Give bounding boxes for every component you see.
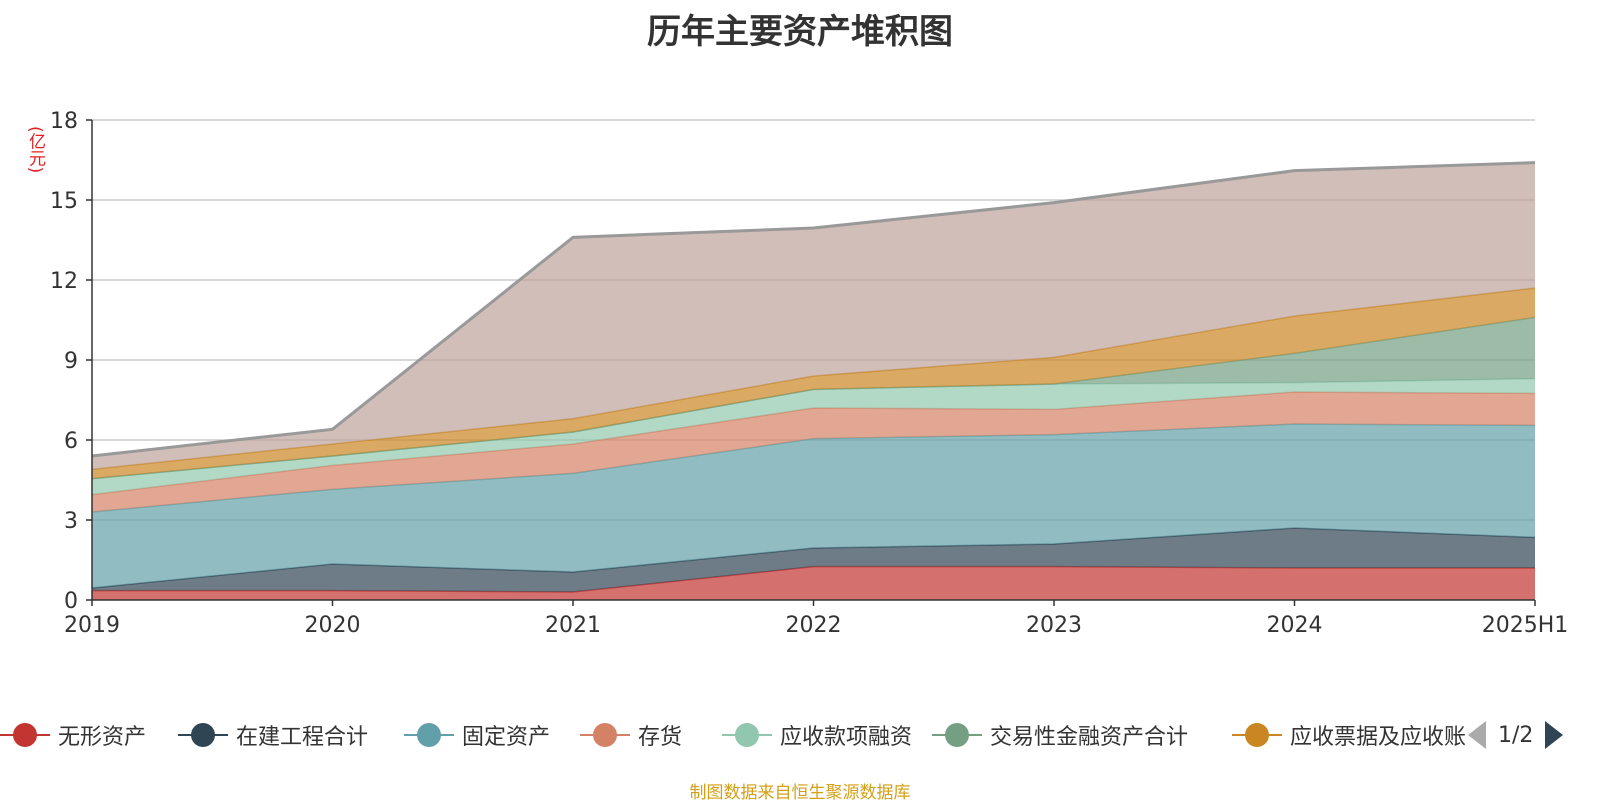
legend-item[interactable]: 在建工程合计: [178, 715, 368, 755]
legend-prev-arrow-icon[interactable]: [1468, 721, 1486, 749]
legend-marker-icon: [722, 722, 772, 748]
legend-label: 存货: [638, 725, 683, 750]
y-tick-label: 0: [64, 589, 78, 614]
x-tick-label: 2022: [786, 613, 842, 638]
series-line-7: [91, 161, 1536, 458]
y-axis-unit: (亿元): [25, 126, 45, 174]
x-tick-label: 2024: [1267, 613, 1323, 638]
x-tick-label: 2025H1: [1482, 613, 1569, 638]
legend-label: 固定资产: [462, 725, 551, 750]
data-source-note: 制图数据来自恒生聚源数据库: [689, 783, 911, 803]
y-tick-label: 6: [64, 429, 78, 454]
y-tick-label: 9: [64, 349, 78, 374]
legend-label: 在建工程合计: [236, 725, 369, 750]
legend-marker-icon: [404, 722, 454, 748]
area-series-4[interactable]: [92, 378, 1535, 495]
legend-item[interactable]: 应收票据及应收账: [1232, 715, 1466, 755]
legend-page-indicator: 1/2: [1498, 722, 1534, 748]
tick-labels: 0 3 6 9 12 15 18 2019 2020 2021 2022 2023 2024 2025H1: [50, 109, 1568, 638]
legend-item[interactable]: 交易性金融资产合计: [932, 715, 1188, 755]
legend-marker-icon: [932, 722, 982, 748]
area-series-3[interactable]: [92, 392, 1535, 512]
y-tick-label: 15: [50, 189, 78, 214]
chart-title: 历年主要资产堆积图: [647, 12, 953, 52]
x-tick-label: 2023: [1026, 613, 1082, 638]
legend-label: 应收款项融资: [780, 725, 913, 750]
legend-pager: 1/2: [1468, 715, 1564, 755]
y-tick-label: 3: [64, 509, 78, 534]
x-tick-label: 2019: [64, 613, 120, 638]
legend-marker-icon: [178, 722, 228, 748]
y-tick-label: 18: [50, 109, 78, 134]
legend-marker-icon: [580, 722, 630, 748]
x-tick-label: 2021: [545, 613, 601, 638]
legend-marker-icon: [1232, 722, 1282, 748]
area-series: [91, 161, 1536, 600]
legend-marker-icon: [0, 722, 50, 748]
legend-item[interactable]: 无形资产: [0, 715, 146, 755]
area-series-2[interactable]: [92, 424, 1535, 588]
legend-label: 应收票据及应收账: [1290, 725, 1467, 750]
legend-item[interactable]: 固定资产: [404, 715, 550, 755]
legend-next-arrow-icon[interactable]: [1545, 721, 1564, 749]
legend-item[interactable]: 应收款项融资: [722, 715, 912, 755]
legend-label: 无形资产: [58, 725, 147, 750]
area-series-6[interactable]: [92, 288, 1535, 479]
axes: [86, 119, 1536, 606]
legend-item[interactable]: 存货: [580, 715, 682, 755]
y-tick-label: 12: [50, 269, 78, 294]
legend: 无形资产 在建工程合计 固定资产 存货 应收款项融资 交易性金融资产合计 应收票据及应收账: [0, 715, 1600, 755]
legend-label: 交易性金融资产合计: [990, 725, 1189, 750]
area-series-7[interactable]: [92, 162, 1535, 470]
x-tick-label: 2020: [305, 613, 361, 638]
area-series-1[interactable]: [92, 528, 1535, 592]
